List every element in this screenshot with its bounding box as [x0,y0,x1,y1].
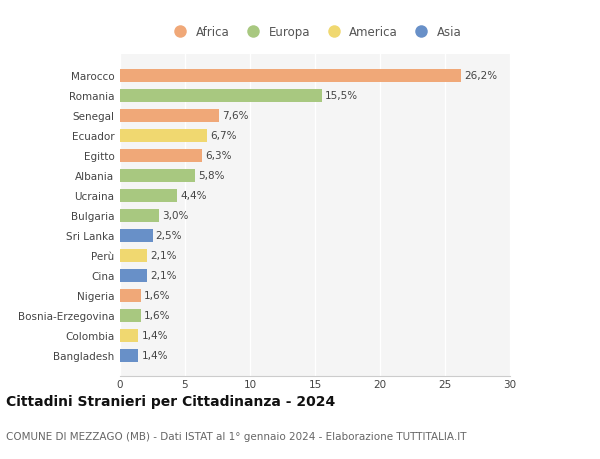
Text: 15,5%: 15,5% [325,91,358,101]
Bar [120,110,219,123]
Bar [120,229,152,242]
Text: 7,6%: 7,6% [222,111,248,121]
Text: 2,1%: 2,1% [151,251,177,261]
Legend: Africa, Europa, America, Asia: Africa, Europa, America, Asia [169,26,461,39]
Bar [120,150,202,162]
Bar [120,70,461,83]
Bar [120,249,148,262]
Text: 1,6%: 1,6% [144,291,170,301]
Bar [120,269,148,282]
Text: 2,1%: 2,1% [151,270,177,280]
Bar [120,289,141,302]
Text: COMUNE DI MEZZAGO (MB) - Dati ISTAT al 1° gennaio 2024 - Elaborazione TUTTITALIA: COMUNE DI MEZZAGO (MB) - Dati ISTAT al 1… [6,431,467,441]
Text: 6,7%: 6,7% [211,131,237,141]
Bar [120,189,177,202]
Text: 1,6%: 1,6% [144,310,170,320]
Text: 2,5%: 2,5% [156,231,182,241]
Text: 6,3%: 6,3% [205,151,232,161]
Text: 26,2%: 26,2% [464,71,497,81]
Bar [120,209,159,222]
Bar [120,309,141,322]
Bar [120,329,138,342]
Text: 1,4%: 1,4% [142,330,168,340]
Bar [120,129,207,142]
Bar [120,90,322,102]
Bar [120,349,138,362]
Bar [120,169,196,182]
Text: 3,0%: 3,0% [162,211,188,221]
Text: 1,4%: 1,4% [142,350,168,360]
Text: 5,8%: 5,8% [199,171,225,181]
Text: 4,4%: 4,4% [181,191,207,201]
Text: Cittadini Stranieri per Cittadinanza - 2024: Cittadini Stranieri per Cittadinanza - 2… [6,395,335,409]
